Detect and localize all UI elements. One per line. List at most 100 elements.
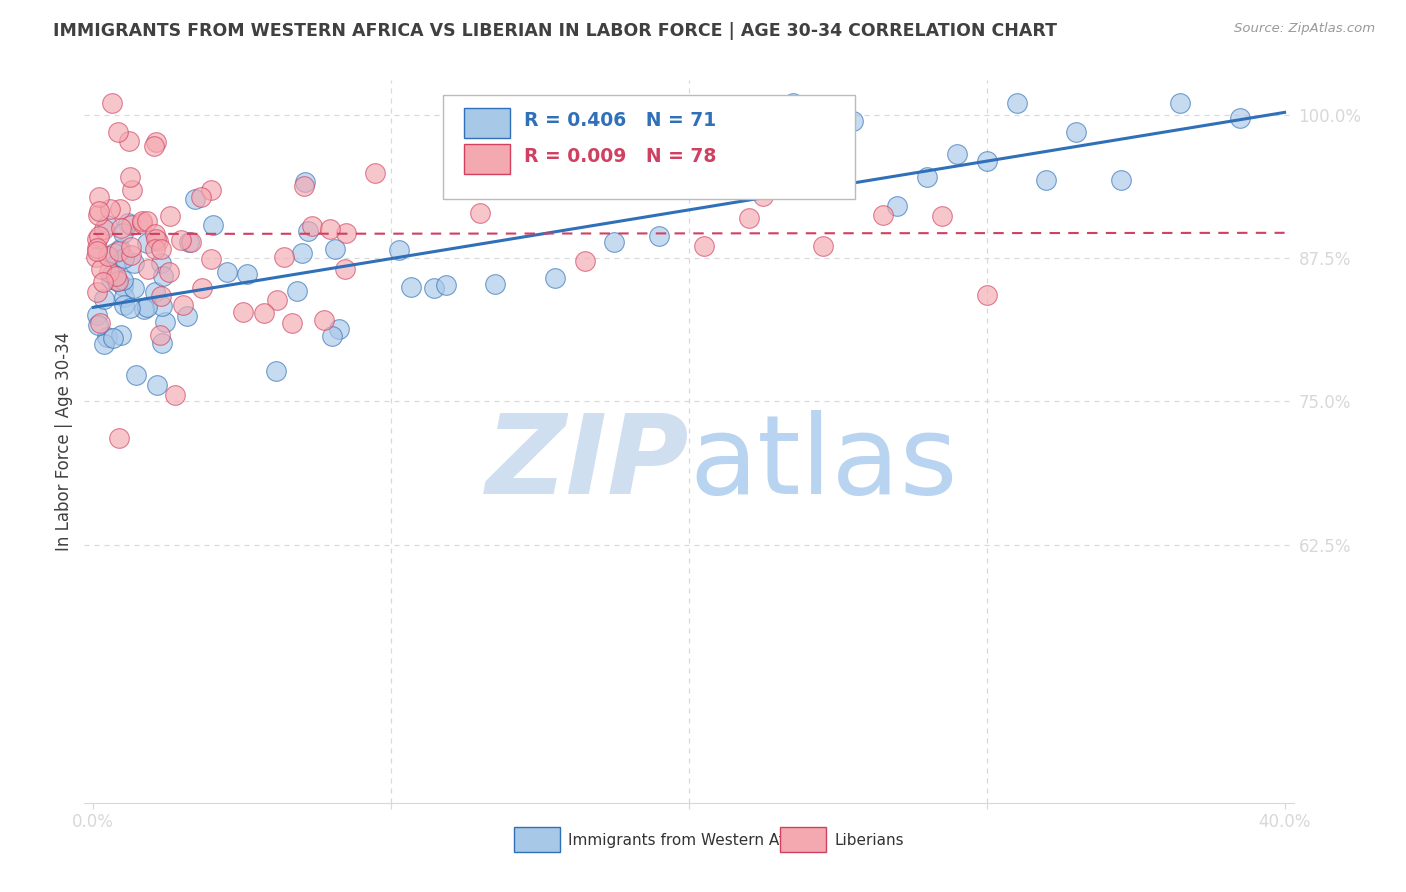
Point [470, 206, 492, 220]
Point [1229, 111, 1251, 125]
Point [86, 241, 108, 255]
Point [108, 202, 131, 216]
Point [135, 214, 157, 228]
Point [976, 287, 998, 301]
Point [87, 318, 110, 332]
Point [176, 310, 198, 324]
Point [280, 316, 302, 330]
Point [121, 183, 143, 197]
Point [292, 179, 315, 194]
Point [93, 222, 115, 236]
Text: IMMIGRANTS FROM WESTERN AFRICA VS LIBERIAN IN LABOR FORCE | AGE 30-34 CORRELATIO: IMMIGRANTS FROM WESTERN AFRICA VS LIBERI… [53, 22, 1057, 40]
Point [117, 216, 139, 230]
Point [335, 261, 357, 276]
Point [648, 229, 671, 244]
Point [1064, 125, 1087, 139]
Point [145, 135, 167, 149]
Point [328, 322, 350, 336]
Point [150, 256, 173, 270]
Point [101, 267, 124, 281]
Point [98, 265, 121, 279]
Point [1035, 173, 1057, 187]
Point [633, 161, 655, 176]
Point [93, 275, 115, 289]
Point [111, 279, 134, 293]
Point [157, 264, 180, 278]
Point [1005, 96, 1028, 111]
FancyBboxPatch shape [443, 95, 855, 200]
Point [180, 235, 202, 249]
Point [150, 288, 173, 302]
Point [143, 285, 166, 299]
Point [112, 290, 135, 304]
Point [484, 277, 506, 291]
Point [122, 281, 145, 295]
Point [291, 246, 314, 260]
Point [603, 235, 626, 250]
Point [236, 268, 259, 282]
Point [93, 336, 115, 351]
Point [253, 306, 276, 320]
Point [811, 239, 834, 253]
Point [434, 277, 457, 292]
Point [915, 169, 938, 184]
Point [112, 273, 135, 287]
Bar [464, 144, 510, 174]
Point [97, 249, 120, 263]
Point [108, 431, 131, 445]
Point [886, 198, 908, 212]
Point [89, 316, 111, 330]
Point [86, 244, 108, 259]
Point [96, 329, 118, 343]
Point [146, 378, 169, 392]
Point [112, 227, 135, 241]
Point [319, 222, 342, 236]
Point [931, 209, 953, 223]
Point [145, 232, 167, 246]
Point [108, 242, 131, 256]
Point [399, 280, 422, 294]
Point [143, 243, 166, 257]
Point [108, 244, 131, 258]
Point [86, 285, 108, 299]
Point [98, 202, 121, 217]
Point [172, 298, 194, 312]
Point [200, 252, 222, 266]
Point [112, 298, 135, 312]
Point [110, 221, 132, 235]
Point [122, 256, 145, 270]
Point [842, 113, 865, 128]
Point [120, 248, 142, 262]
Point [142, 139, 165, 153]
Point [177, 235, 200, 249]
Point [100, 272, 122, 286]
Point [107, 274, 129, 288]
Point [163, 388, 186, 402]
Point [143, 227, 166, 242]
Point [105, 274, 128, 288]
Point [89, 190, 111, 204]
Point [105, 269, 128, 284]
Point [170, 233, 193, 247]
Point [423, 281, 446, 295]
Point [110, 327, 132, 342]
Point [782, 96, 804, 111]
Bar [780, 827, 825, 852]
Point [84, 250, 107, 264]
Point [312, 313, 335, 327]
Point [136, 236, 159, 251]
Bar [513, 827, 560, 852]
Point [131, 216, 153, 230]
Point [87, 203, 110, 218]
Point [90, 261, 112, 276]
Point [285, 284, 308, 298]
Point [159, 209, 181, 223]
Point [191, 281, 214, 295]
Point [86, 309, 108, 323]
Point [132, 302, 155, 317]
Point [150, 336, 173, 351]
Point [100, 96, 122, 111]
Point [574, 253, 596, 268]
Point [232, 305, 254, 319]
Text: Liberians: Liberians [834, 833, 904, 848]
